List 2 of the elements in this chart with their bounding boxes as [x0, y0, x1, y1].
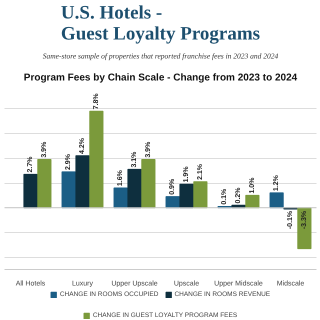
- chart-title: U.S. Hotels - Guest Loyalty Programs: [60, 2, 260, 44]
- chart-subtitle: Program Fees by Chain Scale - Change from 2023 to 2024: [24, 72, 298, 84]
